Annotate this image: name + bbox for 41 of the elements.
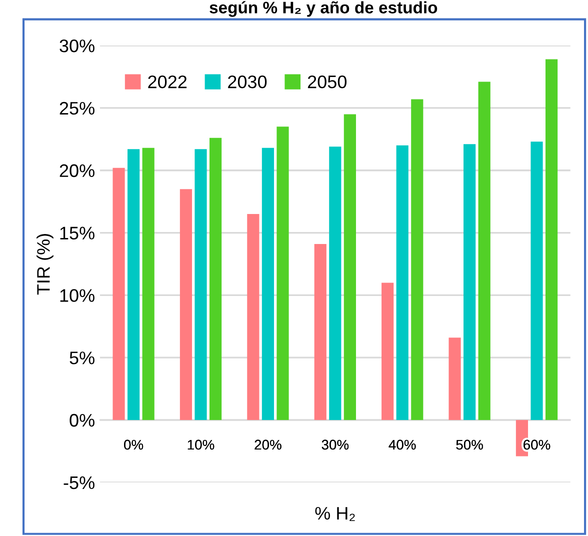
legend-label: 2030 (228, 75, 267, 88)
bar (448, 338, 461, 420)
y-tick-label: 20% (60, 164, 94, 178)
bar (396, 145, 408, 420)
chart-title: según % H₂ y año de estudio (210, 1, 438, 17)
bar (194, 149, 207, 420)
y-tick-label: 25% (60, 102, 94, 115)
bar (478, 82, 490, 420)
bar (464, 144, 476, 420)
bar (142, 148, 154, 420)
legend-label: 2022 (148, 75, 187, 88)
bar (247, 214, 260, 420)
y-tick-label: 0% (70, 414, 94, 427)
y-tick-label: -5% (64, 476, 94, 490)
bar (262, 148, 274, 420)
legend-label: 2050 (308, 75, 347, 88)
bar (209, 138, 222, 420)
y-axis-title: TIR (%) (36, 234, 54, 295)
x-tick-label: 0% (124, 440, 144, 450)
x-tick-label: 60% (524, 440, 550, 450)
bar (276, 126, 289, 420)
bar (530, 142, 543, 420)
bar (112, 168, 125, 420)
bar (314, 244, 326, 420)
y-tick-label: 10% (60, 289, 94, 302)
x-tick-label: 40% (388, 440, 416, 450)
bar (545, 59, 558, 420)
bar (180, 189, 192, 420)
bar (329, 146, 342, 420)
bar (128, 149, 140, 420)
y-tick-label: 5% (70, 352, 94, 364)
bar (411, 99, 424, 420)
bar (382, 282, 394, 420)
x-axis-title: % H₂ (315, 506, 355, 522)
x-tick-label: 10% (188, 440, 214, 450)
y-tick-label: 15% (60, 226, 94, 240)
y-tick-label: 30% (60, 39, 94, 52)
x-tick-label: 30% (322, 440, 349, 450)
bar (344, 114, 356, 420)
x-tick-label: 50% (456, 440, 483, 450)
x-tick-label: 20% (254, 440, 282, 450)
